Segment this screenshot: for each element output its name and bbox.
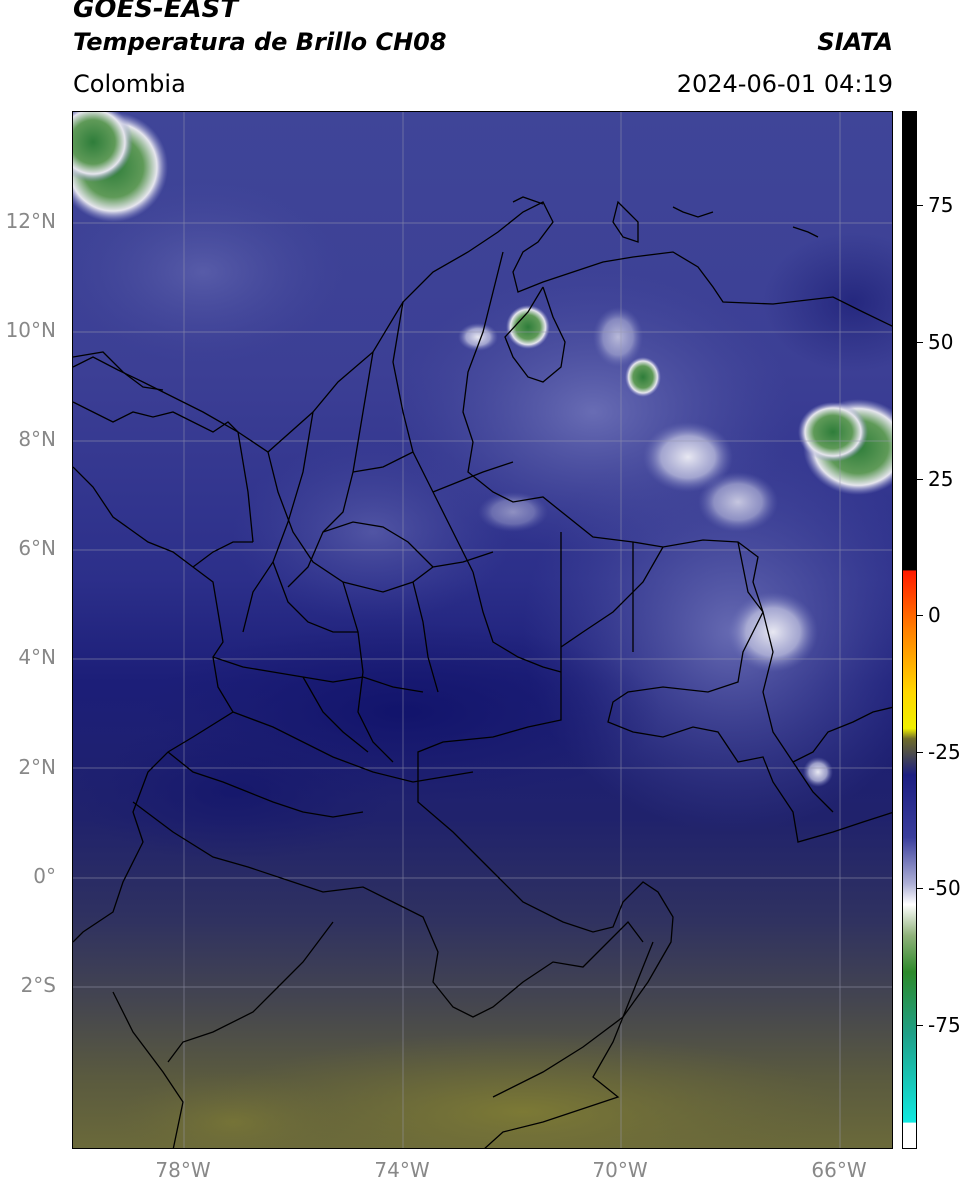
colorbar-tick [917, 615, 923, 616]
lat-label-6n: 6°N [18, 536, 56, 560]
colorbar-gradient [903, 112, 916, 1148]
colorbar-tick [917, 888, 923, 889]
lon-label-66w: 66°W [811, 1158, 867, 1182]
lon-label-74w: 74°W [374, 1158, 430, 1182]
region-label: Colombia [73, 70, 186, 98]
colorbar [902, 111, 917, 1149]
lat-label-10n: 10°N [5, 318, 56, 342]
colorbar-tick [917, 205, 923, 206]
lat-label-8n: 8°N [18, 427, 56, 451]
product-title: Temperatura de Brillo CH08 [73, 28, 447, 56]
lat-label-0: 0° [33, 864, 56, 888]
lon-label-78w: 78°W [155, 1158, 211, 1182]
colorbar-label-minus50: -50 [928, 876, 961, 900]
colorbar-label-minus25: -25 [928, 740, 961, 764]
colorbar-label-0: 0 [928, 603, 941, 627]
map-image [73, 112, 892, 1148]
colorbar-tick [917, 1025, 923, 1026]
lat-label-2n: 2°N [18, 755, 56, 779]
lat-label-2s: 2°S [20, 973, 56, 997]
lon-label-70w: 70°W [592, 1158, 648, 1182]
lat-label-12n: 12°N [5, 209, 56, 233]
colorbar-tick [917, 342, 923, 343]
satellite-map[interactable] [72, 111, 893, 1149]
lat-label-4n: 4°N [18, 645, 56, 669]
colorbar-tick [917, 752, 923, 753]
organization-label: SIATA [817, 28, 893, 56]
colorbar-label-25: 25 [928, 467, 954, 491]
colorbar-label-50: 50 [928, 330, 954, 354]
timestamp-label: 2024-06-01 04:19 [676, 70, 893, 98]
colorbar-tick [917, 479, 923, 480]
colorbar-label-minus75: -75 [928, 1013, 961, 1037]
satellite-title: GOES-EAST [73, 0, 239, 24]
colorbar-label-75: 75 [928, 193, 954, 217]
